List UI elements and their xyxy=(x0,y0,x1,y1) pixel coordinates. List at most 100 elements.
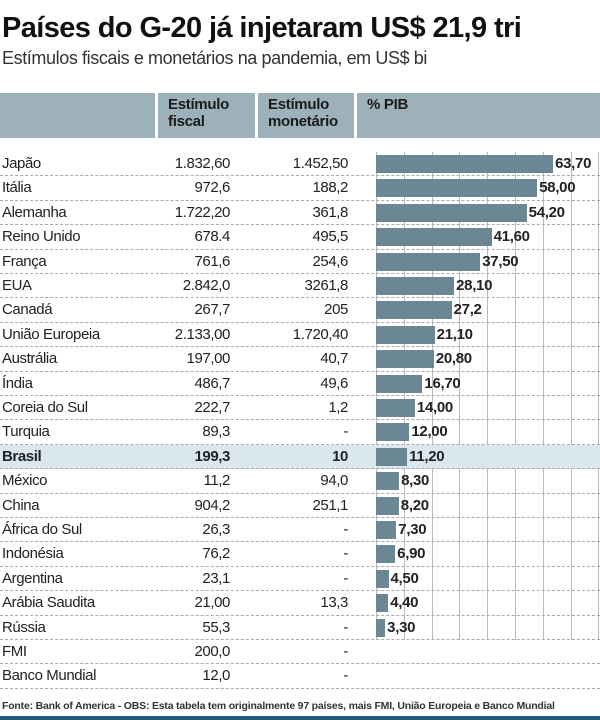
grid-line xyxy=(598,152,599,640)
fiscal-value: 89,3 xyxy=(202,423,230,441)
grid-line xyxy=(459,152,461,640)
pib-bar xyxy=(376,228,492,247)
table-row: Arábia Saudita 21,00 13,3 4,40 xyxy=(0,591,600,616)
monetario-value: 205 xyxy=(324,301,348,319)
fiscal-value: 11,2 xyxy=(203,472,231,490)
pib-label: 54,20 xyxy=(528,203,565,221)
country-name: México xyxy=(2,472,48,490)
pib-label: 7,30 xyxy=(398,521,427,538)
monetario-value: - xyxy=(343,545,348,563)
pib-bar xyxy=(376,569,389,588)
monetario-value: - xyxy=(343,643,348,660)
fiscal-value: 267,7 xyxy=(194,301,230,319)
monetario-value: 188,2 xyxy=(312,179,348,197)
table-row: França 761,6 254,6 37,50 xyxy=(0,250,600,274)
grid-line xyxy=(515,152,516,640)
country-name: Itália xyxy=(2,179,32,197)
table-row: Reino Unido 678.4 495,5 41,60 xyxy=(0,225,600,250)
header-monetario: Estímulo monetário xyxy=(258,93,354,138)
monetario-value: 10 xyxy=(332,447,348,465)
pib-bar xyxy=(376,374,423,393)
monetario-value: 1.720,40 xyxy=(292,325,349,343)
pib-bar xyxy=(376,618,386,637)
table-row: Argentina 23,1 - 4,50 xyxy=(0,567,600,592)
pib-label: 11,20 xyxy=(409,447,445,465)
pib-bar xyxy=(376,277,455,295)
monetario-value: 495,5 xyxy=(312,228,348,246)
country-name: Canadá xyxy=(2,301,53,319)
fiscal-value: 1.722,20 xyxy=(174,203,231,221)
monetario-value: - xyxy=(343,618,348,636)
fiscal-value: 55,3 xyxy=(202,618,230,636)
country-name: África do Sul xyxy=(2,521,82,538)
bottom-rule xyxy=(0,716,600,720)
grid-line xyxy=(487,152,489,640)
country-name: França xyxy=(2,252,47,270)
pib-label: 27,2 xyxy=(453,301,482,319)
table-row: México 11,2 94,0 8,30 xyxy=(0,469,600,494)
country-name: EUA xyxy=(2,277,32,294)
pib-bar xyxy=(376,179,538,198)
country-name: China xyxy=(2,496,40,514)
pib-label: 3,30 xyxy=(387,618,416,636)
table-row: Indonésia 76,2 - 6,90 xyxy=(0,542,600,567)
pib-label: 8,30 xyxy=(401,472,430,490)
pib-bar xyxy=(376,399,415,417)
pib-label: 28,10 xyxy=(456,277,493,294)
pib-label: 12,00 xyxy=(411,423,448,441)
pib-label: 41,60 xyxy=(493,228,530,246)
country-name: Banco Mundial xyxy=(2,667,97,685)
monetario-value: 13,3 xyxy=(320,594,348,612)
pib-label: 16,70 xyxy=(424,374,461,392)
table-row: Austrália 197,00 40,7 20,80 xyxy=(0,347,600,372)
fiscal-value: 26,3 xyxy=(202,521,230,538)
table-row: Índia 486,7 49,6 16,70 xyxy=(0,372,600,396)
fiscal-value: 678.4 xyxy=(194,228,230,246)
monetario-value: - xyxy=(343,423,348,441)
pib-label: 6,90 xyxy=(397,545,426,563)
pib-bar xyxy=(376,472,400,491)
table-row: Coreia do Sul 222,7 1,2 14,00 xyxy=(0,396,600,421)
table-row: Banco Mundial 12,0 - xyxy=(0,664,600,689)
country-name: Arábia Saudita xyxy=(2,594,95,612)
country-name: Brasil xyxy=(2,447,42,465)
pib-bar xyxy=(376,594,389,613)
fiscal-value: 222,7 xyxy=(194,399,230,416)
country-name: Alemanha xyxy=(2,203,67,221)
monetario-value: 3261,8 xyxy=(304,277,349,294)
pib-bar xyxy=(376,325,435,344)
monetario-value: 1,2 xyxy=(328,399,348,416)
table-row: Brasil 199,3 10 11,20 xyxy=(0,444,600,470)
pib-label: 21,10 xyxy=(436,325,473,343)
fiscal-value: 761,6 xyxy=(194,252,230,270)
fiscal-value: 972,6 xyxy=(194,179,230,197)
pib-bar xyxy=(376,252,481,271)
pib-bar xyxy=(376,496,399,515)
pib-bar xyxy=(376,447,408,466)
pib-label: 8,20 xyxy=(400,496,429,514)
table-row: Rússia 55,3 - 3,30 xyxy=(0,616,600,640)
pib-label: 14,00 xyxy=(416,399,453,416)
grid-line xyxy=(403,152,405,640)
chart-subtitle: Estímulos fiscais e monetários na pandem… xyxy=(2,48,428,68)
country-name: FMI xyxy=(2,643,27,660)
monetario-value: 1.452,50 xyxy=(292,155,349,172)
pib-label: 20,80 xyxy=(435,350,472,368)
fiscal-value: 2.133,00 xyxy=(174,325,231,343)
fiscal-value: 904,2 xyxy=(194,496,230,514)
country-name: União Europeia xyxy=(2,325,100,343)
fiscal-value: 23,1 xyxy=(202,569,230,587)
grid-line xyxy=(431,152,433,640)
pib-label: 58,00 xyxy=(539,179,576,197)
pib-bar xyxy=(376,545,396,564)
grid-line xyxy=(376,152,377,640)
fiscal-value: 76,2 xyxy=(202,545,230,563)
monetario-value: 40,7 xyxy=(320,350,348,368)
fiscal-value: 199,3 xyxy=(194,447,230,465)
fiscal-value: 200,0 xyxy=(194,643,230,660)
table-row: EUA 2.842,0 3261,8 28,10 xyxy=(0,274,600,299)
country-name: Coreia do Sul xyxy=(2,399,88,416)
fiscal-value: 486,7 xyxy=(194,374,230,392)
country-name: Argentina xyxy=(2,569,63,587)
fiscal-value: 1.832,60 xyxy=(174,155,231,172)
